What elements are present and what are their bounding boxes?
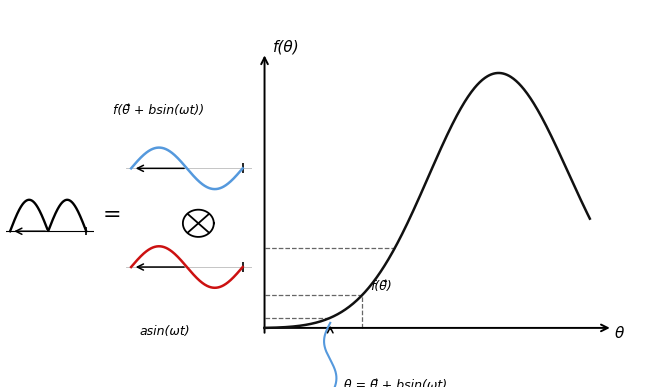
- Text: f(θ̂ + bsin(ωt)): f(θ̂ + bsin(ωt)): [113, 104, 204, 117]
- Text: θ: θ: [615, 325, 624, 341]
- Text: θ = θ̂ + bsin(ωt): θ = θ̂ + bsin(ωt): [344, 379, 447, 387]
- Text: =: =: [103, 205, 121, 225]
- Text: f(θ): f(θ): [273, 40, 299, 55]
- Text: asin(ωt): asin(ωt): [139, 325, 190, 338]
- Text: f(θ̂): f(θ̂): [370, 279, 392, 293]
